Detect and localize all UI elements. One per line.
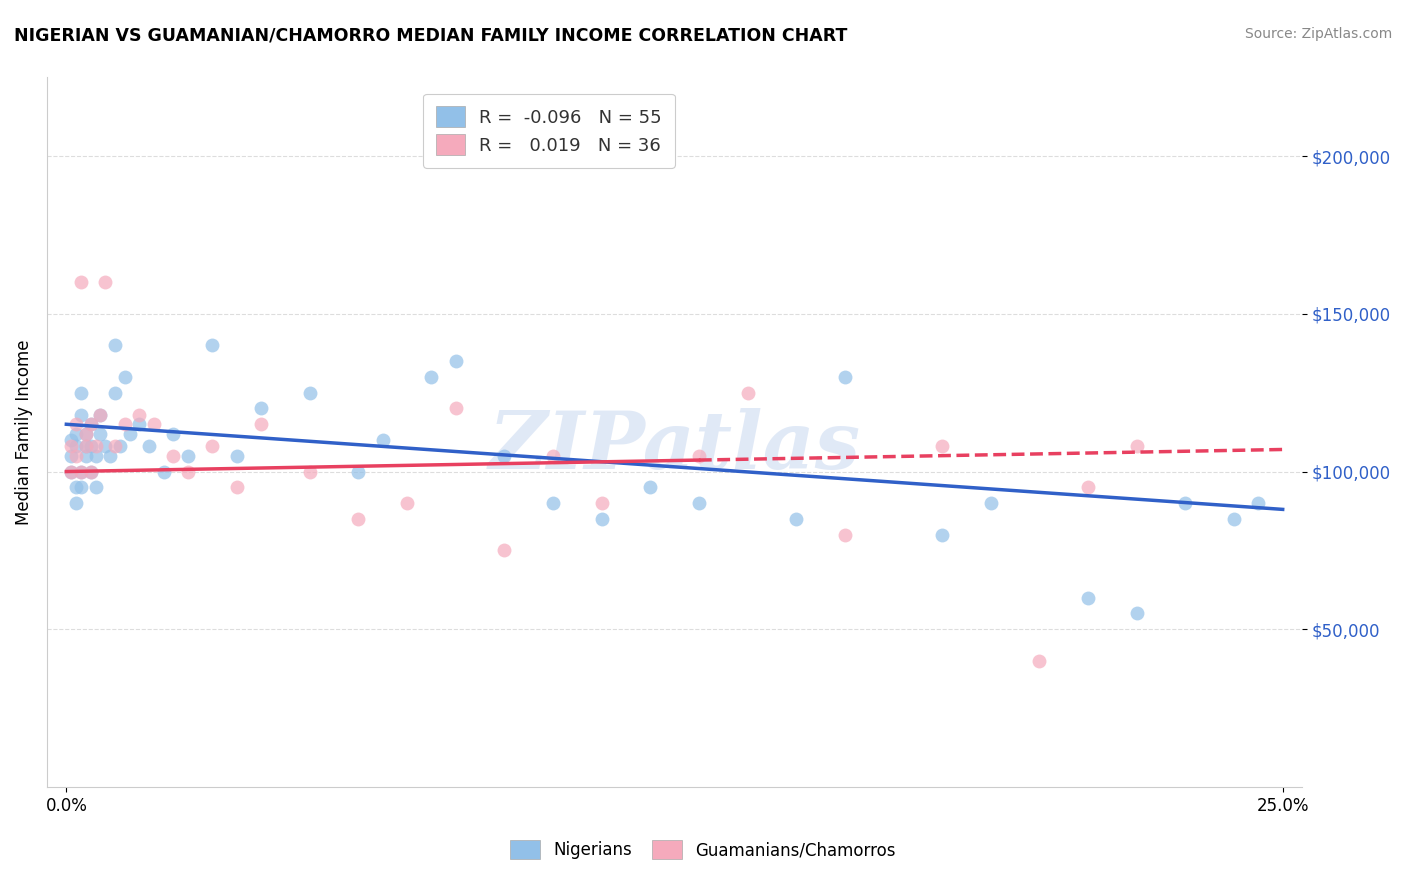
Point [70,465,93,479]
Point [89,426,111,441]
Point [225,480,247,494]
Point [371,433,394,447]
Point [75,426,97,441]
Point [60,465,83,479]
Point [444,401,467,416]
Point [834,527,856,541]
Point [79,465,101,479]
Point [785,512,807,526]
Point [395,496,418,510]
Point [162,426,184,441]
Point [65,496,87,510]
Point [114,370,136,384]
Point [152,465,174,479]
Point [70,465,93,479]
Legend: R =  -0.096   N = 55, R =   0.019   N = 36: R = -0.096 N = 55, R = 0.019 N = 36 [423,94,675,168]
Point [75,439,97,453]
Point [75,449,97,463]
Point [65,439,87,453]
Point [79,465,101,479]
Point [84,439,107,453]
Point [70,480,93,494]
Point [89,408,111,422]
Point [737,385,759,400]
Point [494,543,516,558]
Point [1028,654,1050,668]
Point [128,408,150,422]
Point [84,449,107,463]
Point [79,417,101,432]
Point [494,449,516,463]
Point [75,439,97,453]
Point [94,276,117,290]
Point [201,338,224,352]
Point [65,449,87,463]
Point [201,439,224,453]
Point [89,408,111,422]
Point [688,449,710,463]
Point [79,439,101,453]
Text: ZIPatlas: ZIPatlas [488,408,860,485]
Point [65,480,87,494]
Point [114,417,136,432]
Point [1247,496,1270,510]
Point [65,426,87,441]
Y-axis label: Median Family Income: Median Family Income [15,339,32,524]
Point [931,527,953,541]
Point [541,449,564,463]
Point [65,417,87,432]
Point [298,385,321,400]
Point [162,449,184,463]
Point [70,408,93,422]
Point [142,417,165,432]
Point [60,449,83,463]
Point [60,465,83,479]
Point [1125,439,1147,453]
Point [118,426,141,441]
Point [638,480,661,494]
Point [108,439,131,453]
Point [70,276,93,290]
Point [177,449,200,463]
Point [75,426,97,441]
Point [688,496,710,510]
Point [104,338,127,352]
Point [931,439,953,453]
Point [104,385,127,400]
Point [1077,591,1099,605]
Point [60,433,83,447]
Point [980,496,1002,510]
Point [541,496,564,510]
Point [79,417,101,432]
Point [347,512,370,526]
Point [420,370,443,384]
Point [98,449,121,463]
Point [138,439,160,453]
Point [250,417,273,432]
Point [444,354,467,368]
Point [70,385,93,400]
Point [1223,512,1246,526]
Legend: Nigerians, Guamanians/Chamorros: Nigerians, Guamanians/Chamorros [503,833,903,866]
Point [1174,496,1197,510]
Point [225,449,247,463]
Point [834,370,856,384]
Point [128,417,150,432]
Point [347,465,370,479]
Point [1077,480,1099,494]
Point [177,465,200,479]
Text: NIGERIAN VS GUAMANIAN/CHAMORRO MEDIAN FAMILY INCOME CORRELATION CHART: NIGERIAN VS GUAMANIAN/CHAMORRO MEDIAN FA… [14,27,848,45]
Point [60,439,83,453]
Point [591,512,613,526]
Point [84,480,107,494]
Point [104,439,127,453]
Point [298,465,321,479]
Text: Source: ZipAtlas.com: Source: ZipAtlas.com [1244,27,1392,41]
Point [94,439,117,453]
Point [1125,607,1147,621]
Point [591,496,613,510]
Point [250,401,273,416]
